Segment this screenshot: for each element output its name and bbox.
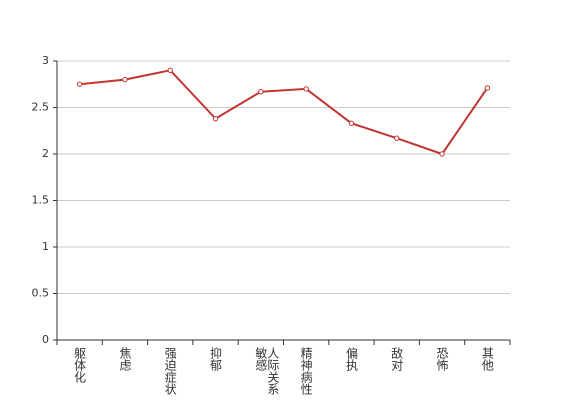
point	[212, 115, 219, 122]
point	[122, 76, 128, 83]
x-tick-label: 抑郁	[208, 347, 223, 371]
y-tick-label: 1	[42, 240, 49, 253]
x-tick-label: 强迫症状	[163, 347, 178, 395]
x-tick-label: 躯体化	[72, 347, 87, 383]
point	[439, 151, 445, 157]
x-tick-label: 敌对	[389, 347, 404, 371]
point	[258, 88, 264, 95]
point	[348, 120, 355, 127]
y-tick-label: 3	[42, 54, 49, 67]
y-tick-label: 0	[42, 333, 49, 346]
y-tick-label: 2.5	[32, 101, 50, 114]
point	[167, 67, 173, 74]
x-tick-label: 焦虑	[117, 347, 132, 371]
x-tick-label: 偏执	[344, 347, 359, 371]
line	[79, 69, 489, 156]
y-tick-label: 2	[42, 147, 49, 160]
point	[303, 86, 309, 92]
x-tick-label: 人际关系敏感	[253, 347, 280, 395]
y-tick-label: 0.5	[32, 287, 50, 300]
y-tick-label: 1.5	[32, 194, 50, 207]
point	[484, 85, 491, 91]
x-tick-label: 其他	[480, 347, 495, 371]
x-tick-label: 恐怖	[435, 347, 450, 371]
x-tick-label: 精神病性	[299, 347, 314, 395]
point	[76, 81, 83, 87]
point	[394, 135, 400, 141]
